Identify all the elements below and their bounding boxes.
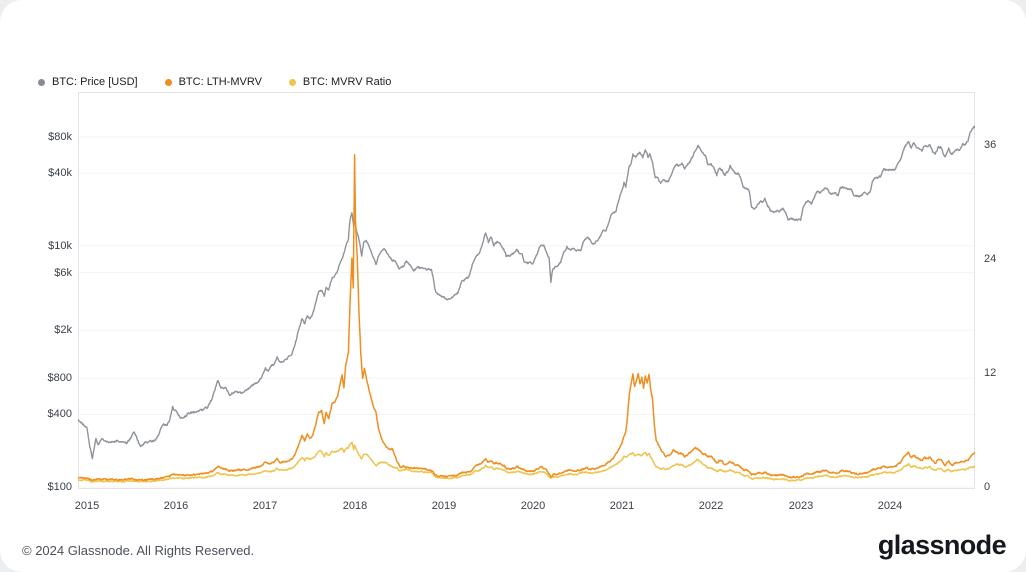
x-axis-tick-label: 2018: [342, 500, 368, 512]
y-right-tick-label: 24: [984, 253, 997, 265]
y-right-tick-label: 0: [984, 481, 991, 493]
x-axis-tick-label: 2015: [74, 500, 100, 512]
y-left-tick-label: $400: [47, 408, 72, 420]
legend-item-lth-mvrv[interactable]: BTC: LTH-MVRV: [164, 76, 262, 88]
series-line-2: [78, 441, 975, 483]
y-left-tick-label: $800: [47, 372, 72, 384]
y-left-tick-label: $40k: [48, 167, 72, 179]
legend-item-mvrv-ratio[interactable]: BTC: MVRV Ratio: [288, 76, 392, 88]
x-axis-tick-label: 2019: [431, 500, 457, 512]
y-right-tick-label: 36: [984, 139, 997, 151]
price-series-dot-icon: [38, 78, 45, 86]
legend-label-price: BTC: Price [USD]: [52, 76, 138, 88]
y-left-tick-label: $6k: [54, 267, 72, 279]
series-line-1: [78, 153, 975, 482]
legend-label-lth-mvrv: BTC: LTH-MVRV: [178, 76, 262, 88]
legend-label-mvrv-ratio: BTC: MVRV Ratio: [302, 76, 392, 88]
y-left-tick-label: $80k: [48, 131, 72, 143]
copyright-text: © 2024 Glassnode. All Rights Reserved.: [22, 543, 255, 558]
x-axis-tick-label: 2021: [609, 500, 635, 512]
plot-border: [78, 92, 975, 489]
y-left-tick-label: $100: [47, 481, 72, 493]
legend: BTC: Price [USD] BTC: LTH-MVRV BTC: MVRV…: [38, 76, 391, 88]
x-axis-tick-label: 2016: [163, 500, 189, 512]
y-left-tick-label: $10k: [48, 240, 72, 252]
glassnode-logo: glassnode: [877, 530, 1007, 560]
y-right-tick-label: 12: [984, 367, 997, 379]
x-axis-tick-label: 2024: [877, 500, 903, 512]
x-axis-tick-label: 2023: [788, 500, 814, 512]
x-axis-tick-label: 2022: [698, 500, 724, 512]
x-axis-tick-label: 2017: [252, 500, 278, 512]
mvrv-ratio-series-dot-icon: [288, 78, 296, 86]
legend-item-btc-price[interactable]: BTC: Price [USD]: [38, 76, 138, 88]
x-axis-tick-label: 2020: [520, 500, 546, 512]
series-line-0: [78, 125, 975, 460]
lth-mvrv-series-dot-icon: [164, 78, 172, 86]
y-left-tick-label: $2k: [54, 324, 72, 336]
